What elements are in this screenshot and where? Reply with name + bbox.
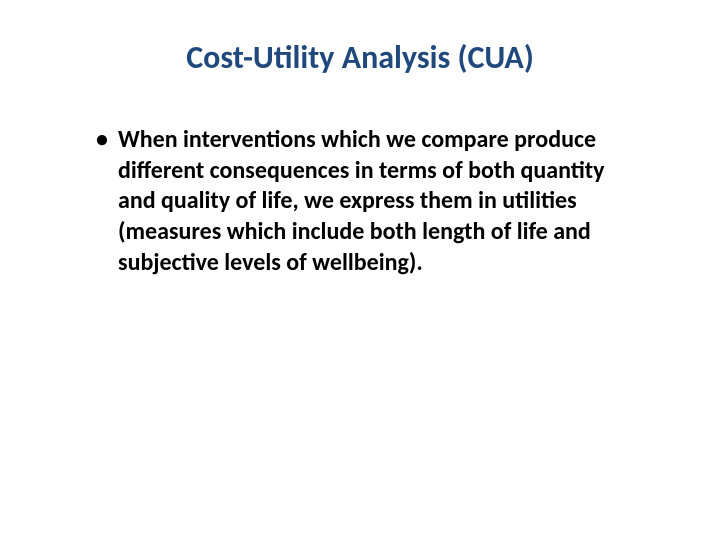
slide-container: Cost-Utility Analysis (CUA) When interve… [0, 0, 720, 540]
bullet-item: When interventions which we compare prod… [118, 125, 616, 279]
bullet-list: When interventions which we compare prod… [50, 125, 670, 279]
slide-title: Cost-Utility Analysis (CUA) [50, 38, 670, 77]
